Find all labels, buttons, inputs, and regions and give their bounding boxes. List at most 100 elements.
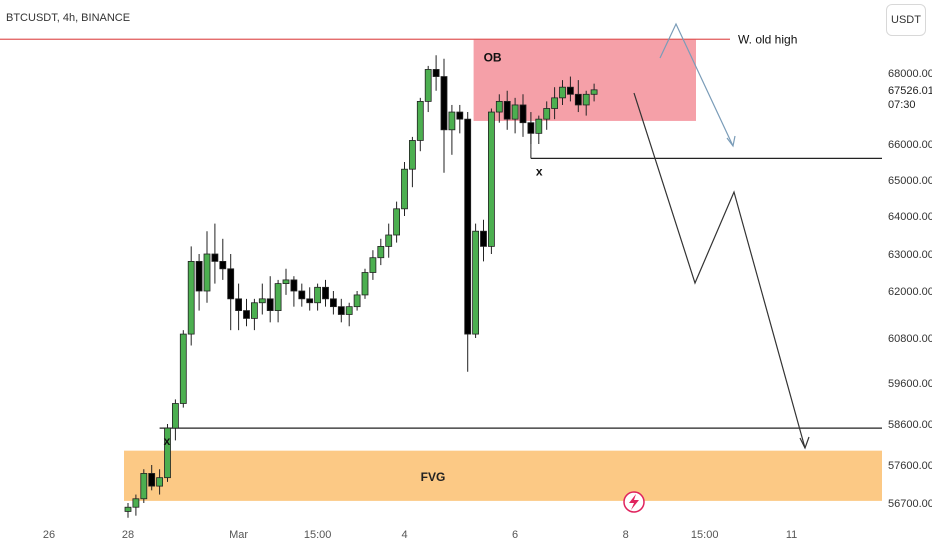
candle-body — [179, 333, 187, 404]
lightning-badge-icon[interactable] — [623, 491, 645, 513]
candle-body — [440, 76, 448, 131]
candle-body — [353, 294, 361, 308]
candle-body — [235, 298, 243, 311]
candle-body — [535, 118, 543, 134]
candle-body — [203, 253, 211, 292]
fvg-label: FVG — [421, 470, 446, 484]
price-tick-label: 63000.00 — [888, 249, 932, 261]
candle-body — [243, 310, 250, 319]
candle-body — [432, 69, 440, 77]
old-high-label: W. old high — [738, 32, 797, 46]
time-tick-label: 26 — [43, 529, 55, 541]
price-tick-label: 66000.00 — [888, 139, 932, 151]
projection-arrowhead — [799, 436, 810, 450]
time-tick-label: 4 — [401, 529, 407, 541]
liquidity-sweep-arrowhead — [726, 135, 736, 148]
candle-body — [211, 253, 219, 262]
bar-countdown-label: 07:30 — [888, 99, 916, 111]
time-tick-label: 8 — [623, 529, 629, 541]
time-tick-label: 15:00 — [304, 529, 332, 541]
candle-body — [377, 245, 385, 259]
order-block-zone — [473, 39, 696, 121]
price-tick-label: 59600.00 — [888, 378, 932, 390]
candle-body — [124, 506, 132, 512]
candle-body — [574, 93, 582, 106]
candle-body — [219, 260, 227, 270]
candle-body — [401, 168, 408, 210]
projection-layer — [633, 22, 810, 450]
candle-body — [448, 111, 456, 131]
candle-body — [487, 111, 495, 247]
level-low-marker: x — [164, 434, 171, 448]
price-tick-label: 58600.00 — [888, 419, 932, 431]
candle-body — [464, 118, 472, 335]
candle-body — [250, 302, 258, 319]
candle-body — [187, 260, 195, 335]
chart-title: BTCUSDT, 4h, BINANCE — [6, 12, 131, 24]
candle-body — [543, 108, 551, 120]
candle-body — [314, 286, 322, 304]
candle-body — [361, 272, 369, 296]
candle-body — [345, 306, 353, 315]
candle-body — [408, 140, 416, 170]
lines-layer — [0, 38, 882, 429]
candle-body — [290, 279, 298, 292]
candle-body — [164, 427, 171, 479]
candle-body — [266, 298, 274, 311]
candle-body — [582, 93, 590, 106]
order-block-label: OB — [484, 50, 502, 64]
candle-body — [424, 69, 432, 102]
candle-body — [337, 306, 345, 315]
candle-body — [227, 268, 235, 300]
time-tick-label: 11 — [786, 529, 797, 541]
candle-body — [385, 234, 393, 247]
candle-body — [456, 111, 464, 120]
candle-body — [195, 260, 203, 292]
last-price-label: 67526.01 — [888, 85, 932, 97]
price-tick-label: 60800.00 — [888, 333, 932, 345]
annotation-labels: W. old high OB FVG x x — [164, 32, 798, 483]
time-axis: 26 28 Mar 15:00 4 6 8 15:00 11 — [43, 529, 797, 541]
candle-body — [567, 86, 574, 95]
fvg-zone — [124, 450, 882, 501]
candle-body — [282, 279, 290, 284]
candle-body — [329, 298, 337, 308]
candle-body — [480, 230, 487, 247]
price-tick-label: 62000.00 — [888, 286, 932, 298]
price-tick-label: 56700.00 — [888, 498, 932, 510]
candle-body — [511, 104, 519, 120]
time-tick-label: Mar — [229, 529, 248, 541]
currency-button[interactable]: USDT — [886, 4, 926, 36]
level-high-marker: x — [536, 164, 543, 178]
candle-body — [171, 403, 179, 429]
candle-body — [156, 477, 164, 487]
candle-body — [503, 101, 511, 120]
candle-body — [527, 122, 535, 134]
candle-body — [472, 230, 480, 335]
price-axis: 68000.00 66000.00 65000.00 64000.00 63000.00… — [888, 68, 932, 510]
candle-body — [551, 97, 558, 109]
candle-body — [495, 101, 503, 113]
price-tick-label: 65000.00 — [888, 175, 932, 187]
candle-body — [140, 473, 148, 500]
liquidity-sweep-path — [659, 22, 734, 147]
candle-body — [393, 208, 401, 236]
candle-body — [369, 257, 377, 273]
time-tick-label: 15:00 — [691, 529, 719, 541]
candle-body — [258, 298, 266, 304]
candle-body — [298, 290, 306, 300]
projection-path — [633, 92, 806, 449]
price-tick-label: 57600.00 — [888, 460, 932, 472]
time-tick-label: 28 — [122, 529, 134, 541]
price-tick-label: 64000.00 — [888, 211, 932, 223]
time-tick-label: 6 — [512, 529, 518, 541]
candle-body — [590, 89, 598, 95]
candle-body — [519, 104, 527, 124]
candle-body — [322, 286, 329, 300]
candle-body — [416, 101, 424, 141]
candle-body — [148, 473, 156, 487]
candle-body — [274, 283, 282, 311]
candles-layer — [124, 55, 598, 518]
candle-body — [559, 86, 566, 99]
